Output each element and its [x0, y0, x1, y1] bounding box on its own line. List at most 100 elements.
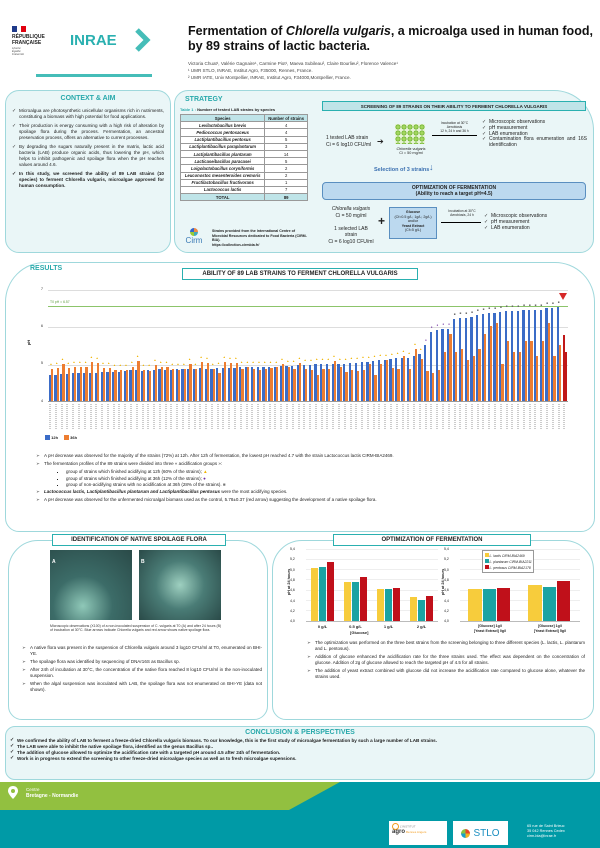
- cirm-link[interactable]: https://collection-cirmbia.fr/: [212, 242, 260, 247]
- yeast-chart[interactable]: pH at 24 hours L. lactis CIRM-BIA2469 L.…: [441, 548, 580, 622]
- group-marker-icon: ▲: [413, 341, 417, 346]
- bar-12h: [285, 365, 288, 401]
- bar-12h: [297, 365, 300, 401]
- screening-chart[interactable]: pH 7 6 5 4 T0 pH = 6.57 ▲ ▲ ▲ ▲ ▲ ▲ ▲ ▲ ▲ ▲ ▲ ▲ ▲ ▲ ▲ ▲…: [26, 287, 568, 403]
- glucose-chart[interactable]: pH at 24 hours: [287, 548, 438, 622]
- group-marker-icon: ▲: [367, 355, 371, 360]
- bar-12h: [123, 371, 126, 401]
- bar-36h: [449, 333, 452, 401]
- context-aim: In this study, we screened the ability o…: [12, 171, 164, 189]
- bar-36h: [276, 367, 279, 401]
- bar-12h: [476, 315, 479, 401]
- bar-12h: [343, 363, 346, 401]
- bar-12h: [245, 367, 248, 401]
- spoilage-title: IDENTIFICATION OF NATIVE SPOILAGE FLORA: [52, 534, 226, 546]
- opt-bar: [360, 576, 368, 621]
- group-marker-icon: ▲: [107, 361, 111, 366]
- group-marker-icon: ▲: [344, 356, 348, 361]
- group-marker-icon: ▲: [292, 358, 296, 363]
- centre-label: Centre: [26, 787, 40, 792]
- group-marker-icon: ▲: [251, 360, 255, 365]
- glucose-xlabel: [Glucose]: [350, 630, 369, 635]
- bar-36h: [351, 369, 354, 401]
- context-item: Microalgua are photosynthetic unicellula…: [12, 108, 164, 120]
- opt-bar: [310, 568, 318, 621]
- bar-36h: [345, 371, 348, 401]
- group-marker-icon: ▲: [280, 357, 284, 362]
- group-marker-icon: ▲: [159, 360, 163, 365]
- group-marker-icon: ▲: [309, 358, 313, 363]
- bar-36h: [114, 370, 117, 401]
- group-marker-icon: ●: [442, 322, 445, 327]
- location-pin-icon: [8, 786, 18, 799]
- table-row: Lacticaseibacillus paracasei 5: [179, 157, 308, 166]
- bar-12h: [262, 366, 265, 401]
- groups-list: group of strains which finished acidifyi…: [36, 469, 581, 489]
- group-marker-icon: ■: [500, 305, 502, 310]
- bar-36h: [397, 368, 400, 401]
- group-marker-icon: ▲: [176, 362, 180, 367]
- group-marker-icon: ▲: [84, 359, 88, 364]
- bar-36h: [408, 368, 412, 401]
- opt-incubation: Incubation at 30°C Aerobiosis, 24 h: [448, 209, 476, 217]
- bar-36h: [270, 368, 273, 401]
- group-marker-icon: ▲: [274, 359, 278, 364]
- bar-12h: [175, 369, 178, 401]
- bar-12h: [169, 369, 173, 401]
- selection-label: Selection of 3 strains: [374, 167, 430, 173]
- opt-bar: [351, 582, 360, 621]
- bar-12h: [481, 314, 485, 401]
- opt-bar: [528, 584, 542, 621]
- bar-36h: [102, 368, 105, 401]
- header-underline: [36, 74, 152, 77]
- group-marker-icon: ▲: [89, 355, 93, 360]
- group-marker-icon: ▲: [263, 359, 267, 364]
- plus-icon: +: [378, 214, 386, 228]
- arrow-down-icon: ↓: [429, 162, 434, 172]
- bar-12h: [83, 373, 86, 401]
- opt-bar: [343, 582, 351, 621]
- bar-36h: [172, 368, 175, 401]
- bar-36h: [507, 341, 510, 401]
- bar-12h: [493, 313, 496, 401]
- group-marker-icon: ▲: [240, 360, 244, 365]
- bar-12h: [314, 364, 317, 401]
- group-marker-icon: ▲: [407, 350, 411, 355]
- bar-12h: [377, 359, 381, 401]
- bar-12h: [65, 374, 69, 401]
- bar-12h: [291, 365, 294, 401]
- cirm-logo: Cirm: [180, 228, 208, 245]
- context-item: By degrading the sugars naturally presen…: [12, 144, 164, 168]
- email-link[interactable]: cirm-bia@inrae.fr: [527, 834, 557, 838]
- bar-36h: [518, 352, 521, 401]
- bar-36h: [466, 359, 469, 401]
- group-marker-icon: ▲: [361, 355, 365, 360]
- bar-12h: [539, 309, 542, 401]
- bar-12h: [424, 345, 427, 401]
- bar-36h: [333, 361, 337, 401]
- bar-36h: [137, 360, 140, 401]
- bar-12h: [227, 368, 230, 401]
- arrow-right-icon: ➔: [377, 137, 384, 146]
- bar-12h: [464, 318, 467, 401]
- bar-36h: [512, 352, 516, 401]
- triangle-icon: ▲: [203, 469, 208, 474]
- bar-36h: [125, 369, 129, 401]
- bar-12h: [331, 363, 334, 401]
- inrae-logo: INRAE: [70, 32, 117, 49]
- bar-12h: [54, 374, 57, 401]
- bar-12h: [198, 368, 201, 401]
- optimization-bullets: The optimization was performed on the th…: [307, 640, 585, 682]
- table-row: Lactiplantibacillus pentosus 5: [179, 135, 308, 144]
- footer-green-band: [0, 782, 340, 810]
- bar-36h: [339, 367, 342, 401]
- address: 65 rue de Saint Brieuc 35 042 Rennes Cede…: [527, 824, 565, 838]
- bar-36h: [206, 362, 209, 401]
- opt-bar: [393, 587, 401, 621]
- table-row: Leuconostoc mesenteroides cremoris 2: [179, 171, 308, 180]
- bar-12h: [510, 311, 513, 401]
- context-list: Microalgua are photosynthetic unicellula…: [12, 108, 164, 189]
- group-marker-icon: ▲: [113, 363, 116, 368]
- bar-36h: [478, 348, 481, 401]
- group-marker-icon: ■: [523, 302, 526, 307]
